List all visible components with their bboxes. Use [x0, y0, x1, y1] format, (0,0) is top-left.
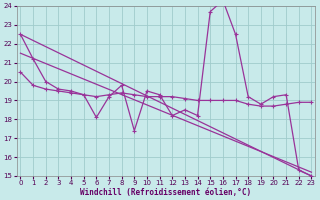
X-axis label: Windchill (Refroidissement éolien,°C): Windchill (Refroidissement éolien,°C) — [80, 188, 252, 197]
